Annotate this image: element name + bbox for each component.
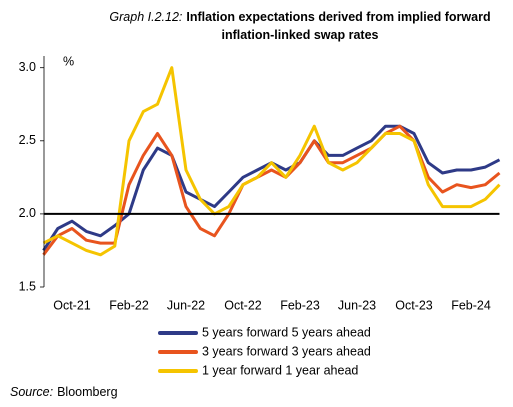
x-tick-label: Jun-23	[338, 298, 376, 312]
series-line	[42, 124, 501, 256]
source: Source: Bloomberg	[10, 385, 118, 399]
y-tick-label: 1.5	[19, 279, 36, 293]
x-tick-label: Jun-22	[167, 298, 205, 312]
y-tick-label: 3.0	[19, 60, 36, 74]
y-tick-label: 2.5	[19, 133, 36, 147]
x-tick-label: Feb-23	[280, 298, 320, 312]
legend-label: 3 years forward 3 years ahead	[202, 344, 371, 358]
x-tick-label: Oct-21	[53, 298, 91, 312]
y-axis-label: %	[63, 54, 74, 68]
x-tick-label: Feb-24	[451, 298, 491, 312]
title-prefix: Graph I.2.12:	[109, 10, 182, 24]
legend-label: 1 year forward 1 year ahead	[202, 363, 358, 377]
chart-title: Graph I.2.12: Inflation expectations deri…	[109, 10, 490, 42]
y-tick-label: 2.0	[19, 206, 36, 220]
legend-label: 5 years forward 5 years ahead	[202, 325, 371, 339]
source-label: Source:	[10, 385, 53, 399]
x-tick-label: Oct-22	[224, 298, 262, 312]
series-line	[42, 66, 501, 257]
x-tick-label: Feb-22	[109, 298, 149, 312]
source-text: Bloomberg	[57, 385, 117, 399]
title-line2: inflation-linked swap rates	[222, 28, 379, 42]
x-tick-label: Oct-23	[395, 298, 433, 312]
title-line1: Inflation expectations derived from impl…	[186, 10, 490, 24]
